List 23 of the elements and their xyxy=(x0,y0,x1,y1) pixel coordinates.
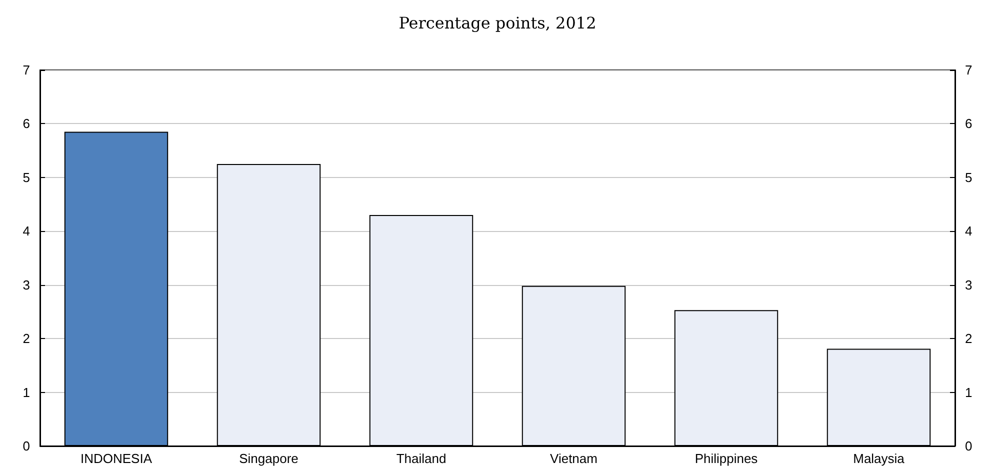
y2-tick-label: 5 xyxy=(965,170,972,185)
x-tick-label: Malaysia xyxy=(853,451,906,466)
y2-tick-label: 7 xyxy=(965,62,972,78)
x-tick-label: Vietnam xyxy=(550,451,598,466)
y-tick-label: 0 xyxy=(22,438,30,454)
y2-tick-label: 1 xyxy=(965,384,972,400)
y-tick-label: 6 xyxy=(22,116,30,132)
y-tick-label: 3 xyxy=(22,277,30,292)
y2-tick-label: 3 xyxy=(965,277,972,292)
y2-tick-label: 4 xyxy=(965,224,972,239)
y-tick-label: 5 xyxy=(22,170,30,185)
x-tick-label: INDONESIA xyxy=(80,451,152,466)
x-tick-label: Thailand xyxy=(396,451,446,466)
y-tick-label: 4 xyxy=(22,224,30,239)
x-tick-label: Singapore xyxy=(239,451,298,466)
y2-tick-label: 0 xyxy=(965,438,972,454)
chart-title: Percentage points, 2012 xyxy=(398,14,596,32)
y-tick-label: 2 xyxy=(22,331,30,346)
y2-tick-label: 2 xyxy=(965,331,972,346)
x-tick-label: Philippines xyxy=(694,451,758,466)
y2-tick-label: 6 xyxy=(965,116,972,132)
y-tick-label: 7 xyxy=(22,62,30,78)
y-tick-label: 1 xyxy=(22,384,30,400)
